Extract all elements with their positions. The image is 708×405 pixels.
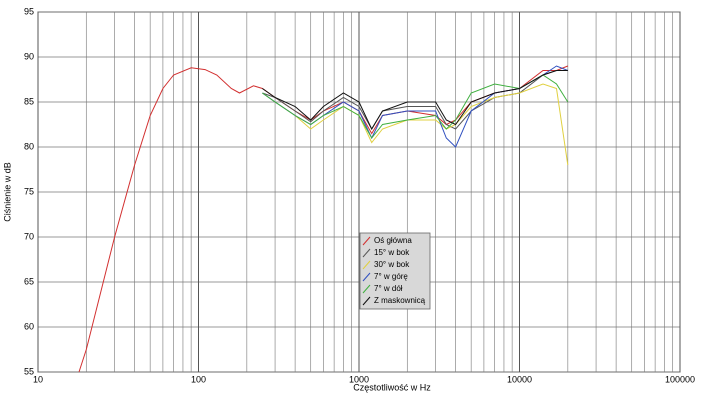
legend-swatch	[362, 296, 371, 306]
y-tick-label: 55	[24, 366, 34, 376]
y-tick-label: 75	[24, 186, 34, 196]
x-axis-label: Częstotliwość w Hz	[353, 382, 431, 392]
y-tick-label: 95	[24, 6, 34, 16]
legend-swatch	[362, 284, 371, 294]
y-tick-label: 90	[24, 51, 34, 61]
legend-label: 7° w górę	[374, 272, 408, 281]
y-tick-label: 60	[24, 321, 34, 331]
legend-label: Oś główna	[374, 236, 412, 245]
y-tick-label: 65	[24, 276, 34, 286]
x-tick-label: 10000	[507, 374, 532, 384]
legend-box	[359, 232, 431, 310]
legend-label: Z maskownicą	[374, 296, 426, 305]
legend-swatch	[362, 236, 371, 246]
legend-swatch	[362, 260, 371, 270]
legend-swatch	[362, 248, 371, 258]
series-line	[262, 70, 568, 131]
y-tick-label: 80	[24, 141, 34, 151]
x-tick-label: 10	[33, 374, 43, 384]
legend: Oś główna 15° w bok 30° w bok 7° w górę 7° w…	[359, 232, 431, 310]
legend-label: 15° w bok	[374, 248, 410, 257]
y-axis-label: Ciśnienie w dB	[2, 162, 12, 222]
x-tick-label: 100000	[665, 374, 695, 384]
y-tick-label: 85	[24, 96, 34, 106]
legend-label: 7° w dół	[374, 284, 403, 293]
legend-label: 30° w bok	[374, 260, 410, 269]
legend-swatch	[362, 272, 371, 282]
x-tick-label: 100	[191, 374, 206, 384]
x-tick-label: 1000	[349, 374, 369, 384]
y-tick-label: 70	[24, 231, 34, 241]
